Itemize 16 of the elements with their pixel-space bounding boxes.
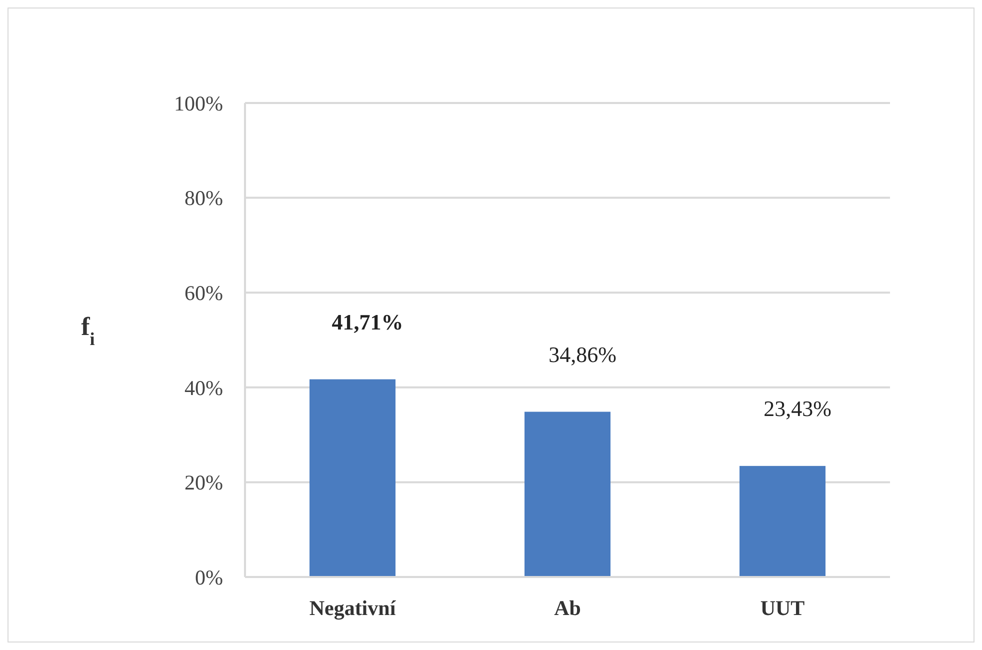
bar xyxy=(310,379,396,577)
y-tick-label: 40% xyxy=(184,376,223,400)
x-tick-label: Ab xyxy=(554,596,581,620)
y-tick-label: 80% xyxy=(184,186,223,210)
data-label: 23,43% xyxy=(764,396,832,421)
x-tick-label: UUT xyxy=(760,596,805,620)
y-tick-label: 0% xyxy=(195,565,223,590)
y-axis-title: f$_{i}$ xyxy=(81,312,95,349)
bar xyxy=(740,466,826,577)
data-label: 34,86% xyxy=(548,342,616,367)
y-tick-label: 100% xyxy=(174,91,223,116)
x-tick-label: Negativní xyxy=(309,596,397,620)
y-tick-label: 60% xyxy=(184,280,223,305)
bar xyxy=(524,412,610,577)
y-tick-label: 20% xyxy=(184,470,223,495)
data-label: 41,71% xyxy=(332,309,404,334)
